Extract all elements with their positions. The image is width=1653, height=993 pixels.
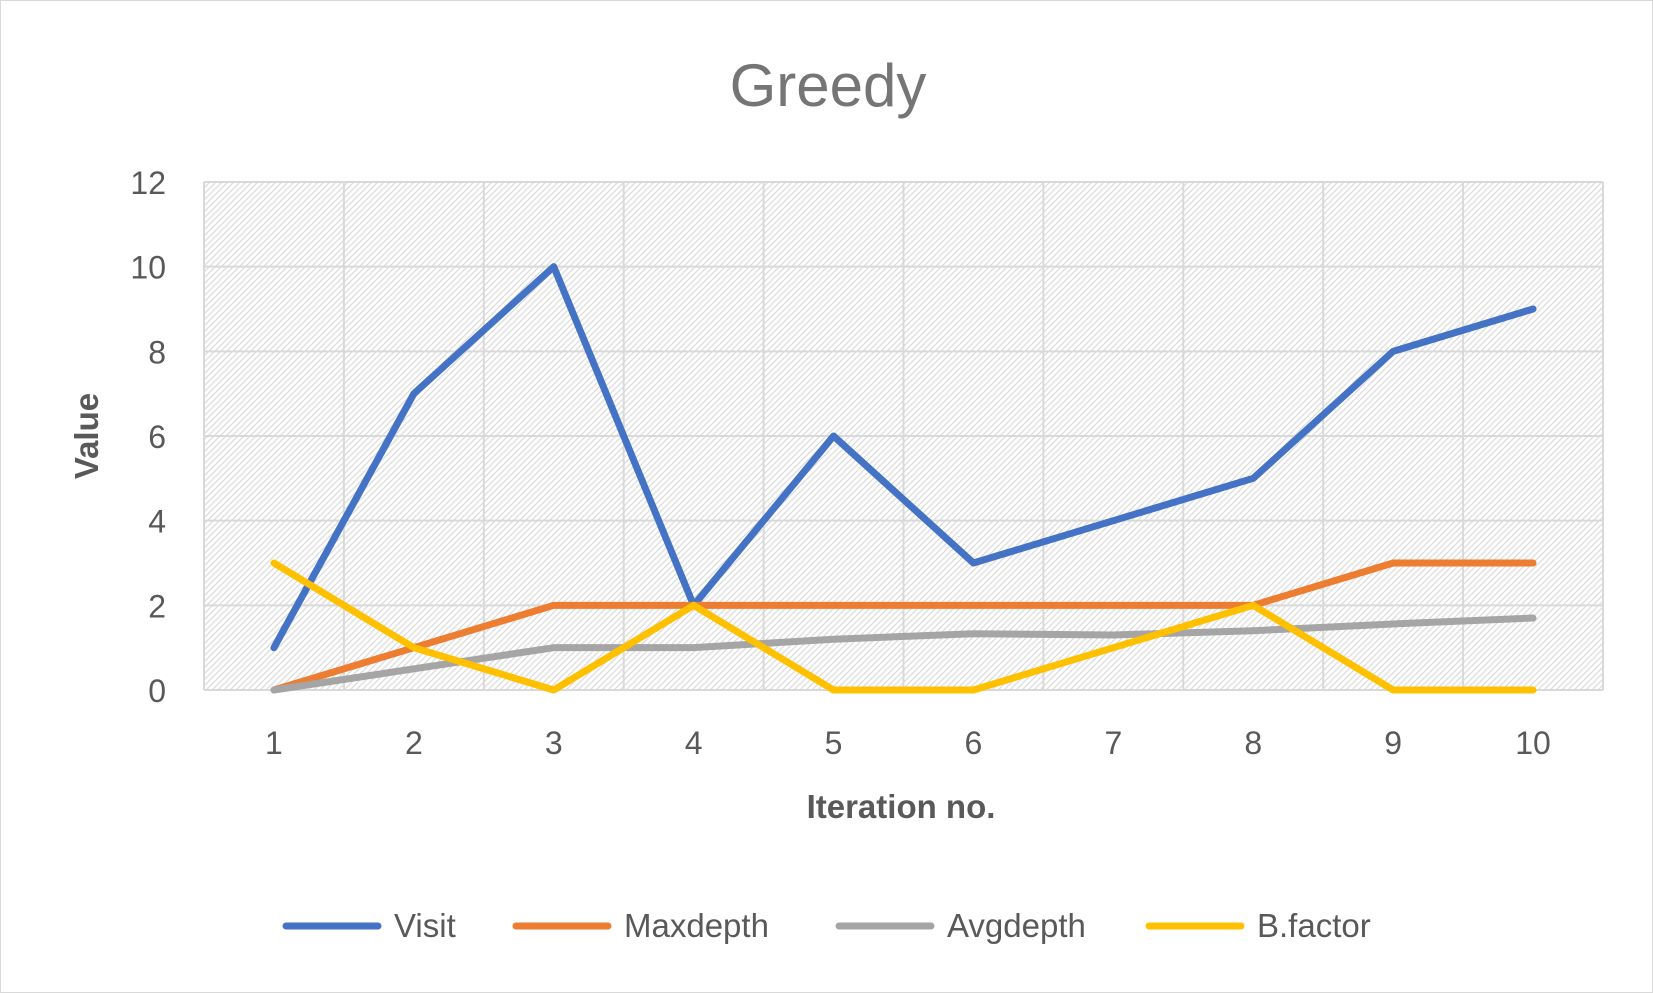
x-tick-label: 4 [685,725,703,761]
x-tick-label: 3 [545,725,563,761]
y-tick-label: 10 [130,250,166,286]
y-tick-label: 0 [148,673,166,709]
legend: Visit Maxdepth Avgdepth B.factor [282,907,1371,944]
legend-label-maxdepth: Maxdepth [624,907,769,944]
y-tick-label: 12 [130,165,166,201]
series-line-avgdepth [270,614,1537,694]
x-tick-label: 10 [1515,725,1551,761]
x-tick-label: 5 [825,725,843,761]
y-tick-label: 4 [148,504,166,540]
x-axis-ticks: 1 2 3 4 5 6 7 8 9 10 [265,725,1551,761]
y-tick-label: 8 [148,334,166,370]
x-tick-label: 8 [1244,725,1262,761]
series-lines [270,263,1537,694]
y-axis-label: Value [68,393,105,479]
series-line-visit [270,263,1537,652]
y-tick-label: 2 [148,588,166,624]
y-axis-ticks: 0 2 4 6 8 10 12 [130,165,166,709]
x-tick-label: 1 [265,725,283,761]
chart-title: Greedy [730,52,927,119]
legend-label-avgdepth: Avgdepth [947,907,1086,944]
x-tick-label: 7 [1104,725,1122,761]
series-line-maxdepth [270,559,1537,694]
x-axis-label: Iteration no. [807,788,996,825]
x-tick-label: 9 [1384,725,1402,761]
legend-label-visit: Visit [394,907,456,944]
x-tick-label: 6 [965,725,983,761]
y-tick-label: 6 [148,419,166,455]
legend-label-b-factor: B.factor [1257,907,1371,944]
series-line-b-factor [270,559,1537,694]
x-tick-label: 2 [405,725,423,761]
